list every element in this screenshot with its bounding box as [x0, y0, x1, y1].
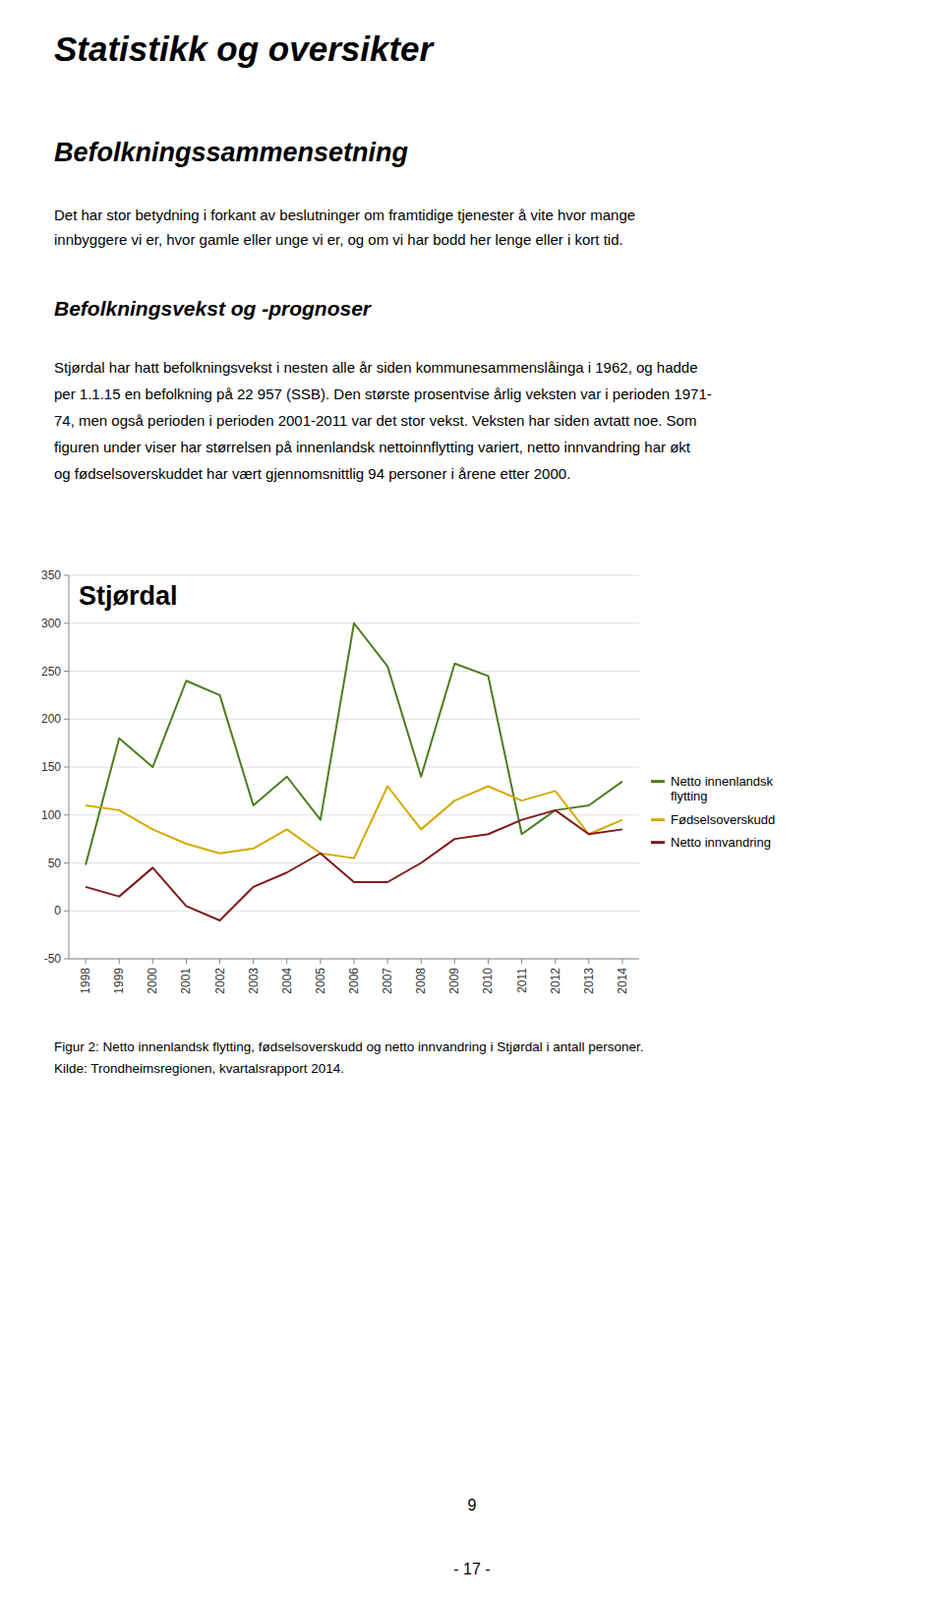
x-tick-label: 2006 [347, 967, 361, 995]
label-swatch [650, 818, 665, 822]
y-tick [63, 862, 69, 864]
x-tick [219, 958, 221, 964]
body-text: Stjørdal har hatt befolkningsvekst i nes… [54, 354, 699, 381]
y-tick-label: 0 [54, 903, 61, 918]
x-tick-label: 2004 [280, 967, 295, 995]
x-tick-label: 2009 [447, 967, 462, 995]
x-tick [621, 958, 623, 964]
x-tick-label: 2005 [313, 967, 328, 995]
x-tick-label: 2007 [380, 967, 395, 995]
page-title: Statistikk og oversikter [54, 29, 433, 69]
series-line [85, 786, 623, 859]
grid-line [68, 910, 640, 912]
heading: Befolkningssammensetning [54, 137, 409, 169]
x-tick [387, 958, 389, 964]
series-line [85, 810, 623, 921]
series-label: Netto innvandring [670, 834, 771, 850]
bottom-page: - 17 - [0, 1560, 944, 1579]
y-tick-label: 100 [41, 808, 61, 823]
series-lines [85, 623, 623, 921]
x-tick [588, 958, 590, 964]
y-tick [63, 718, 69, 720]
y-tick [63, 622, 69, 624]
x-tick-label: 2003 [246, 967, 261, 995]
y-tick [63, 670, 69, 672]
grid-line [68, 862, 640, 864]
x-tick-label: 2001 [178, 967, 193, 995]
y-tick-label: 50 [48, 856, 62, 871]
x-tick [118, 958, 120, 964]
grid-line [68, 767, 640, 768]
x-tick-label: 2002 [213, 967, 228, 995]
grid-line [68, 718, 640, 720]
grid-line [68, 958, 640, 960]
figure-caption: Figur 2: Netto innenlandsk flytting, fød… [54, 1037, 645, 1058]
page-number: 9 [0, 1496, 944, 1515]
x-tick-label: 2000 [145, 967, 160, 995]
x-tick [152, 958, 154, 964]
series-label: Netto innenlandskflytting [670, 773, 774, 804]
x-tick [354, 958, 355, 964]
x-tick-label: 2010 [480, 967, 495, 995]
series-label-line: Netto innvandring [670, 834, 771, 850]
x-tick-label: 2012 [548, 967, 563, 995]
body-text: figuren under viser har størrelsen på in… [54, 433, 691, 461]
source-caption: Kilde: Trondheimsregionen, kvartalsrappo… [54, 1059, 345, 1079]
series-label-line: flytting [670, 788, 708, 804]
y-tick-label: -50 [44, 951, 62, 966]
x-tick-label: 1999 [112, 967, 126, 995]
x-tick [487, 958, 489, 964]
series-label-line: Netto innenlandsk [670, 773, 774, 789]
series-label-line: Fødselsoverskudd [670, 812, 775, 827]
heading: Befolkningsvekst og -prognoser [54, 296, 371, 321]
x-tick [252, 958, 254, 964]
label-swatch [650, 779, 665, 783]
series-line [85, 623, 623, 866]
x-tick-label: 2011 [515, 967, 530, 994]
body-text: 74, men også perioden i perioden 2001-20… [54, 407, 697, 434]
grid-line [68, 575, 640, 577]
label-swatch [650, 840, 665, 844]
x-tick [454, 958, 456, 964]
x-tick-label: 2008 [413, 967, 428, 995]
y-tick [63, 814, 69, 816]
chart: -50 0 50 100 150 200 250 300 350 1998 1999 2000 2001… [19, 560, 905, 1023]
grid-line [68, 814, 640, 816]
y-tick-label: 350 [41, 568, 61, 583]
x-tick [85, 958, 87, 964]
x-axis-line [68, 958, 640, 960]
y-tick [63, 575, 69, 577]
y-tick [63, 910, 69, 912]
y-tick [63, 767, 69, 768]
x-tick [554, 958, 556, 964]
x-tick [185, 958, 187, 964]
series-label: Fødselsoverskudd [670, 812, 775, 827]
body-text: Det har stor betydning i forkant av besl… [54, 201, 636, 229]
x-tick [420, 958, 422, 964]
y-tick-label: 300 [41, 616, 61, 631]
x-tick-label: 1998 [78, 967, 93, 995]
y-tick [63, 958, 69, 960]
body-text: per 1.1.15 en befolkning på 22 957 (SSB)… [54, 380, 712, 408]
body-text: og fødselsoverskuddet har vært gjennomsn… [54, 460, 571, 487]
grid-line [68, 670, 640, 672]
x-tick-label: 2014 [615, 967, 630, 995]
y-tick-label: 150 [41, 760, 61, 774]
x-tick [286, 958, 288, 964]
grid [68, 575, 640, 959]
x-tick [521, 958, 523, 964]
y-tick-label: 200 [41, 711, 61, 726]
y-axis-line [68, 575, 70, 959]
chart-title: Stjørdal [78, 581, 178, 611]
x-tick [319, 958, 321, 964]
x-tick-label: 2013 [582, 967, 596, 995]
body-text: innbyggere vi er, hvor gamle eller unge … [54, 226, 624, 253]
y-tick-label: 250 [41, 664, 61, 679]
